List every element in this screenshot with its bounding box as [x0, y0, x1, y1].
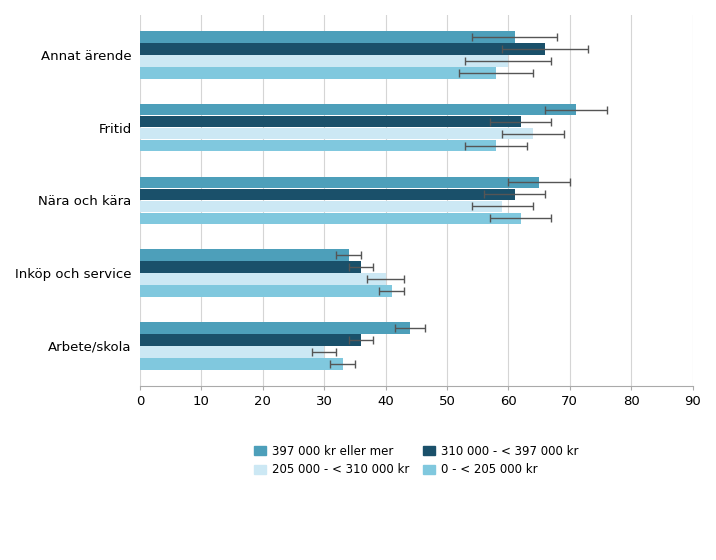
Bar — [140, 249, 349, 261]
Bar — [140, 285, 392, 297]
Bar — [140, 261, 361, 273]
Bar — [140, 104, 576, 115]
Bar — [140, 55, 508, 67]
Bar — [140, 358, 342, 370]
Bar — [140, 43, 545, 55]
Bar — [140, 273, 385, 285]
Bar — [140, 176, 539, 188]
Legend: 397 000 kr eller mer, 205 000 - < 310 000 kr, 310 000 - < 397 000 kr, 0 - < 205 : 397 000 kr eller mer, 205 000 - < 310 00… — [249, 440, 583, 481]
Bar — [140, 200, 502, 212]
Bar — [140, 67, 496, 79]
Bar — [140, 334, 361, 346]
Bar — [140, 140, 496, 151]
Bar — [140, 116, 521, 128]
Bar — [140, 346, 324, 357]
Bar — [140, 31, 515, 43]
Bar — [140, 322, 410, 334]
Bar — [140, 213, 521, 224]
Bar — [140, 128, 533, 139]
Bar — [140, 189, 515, 200]
